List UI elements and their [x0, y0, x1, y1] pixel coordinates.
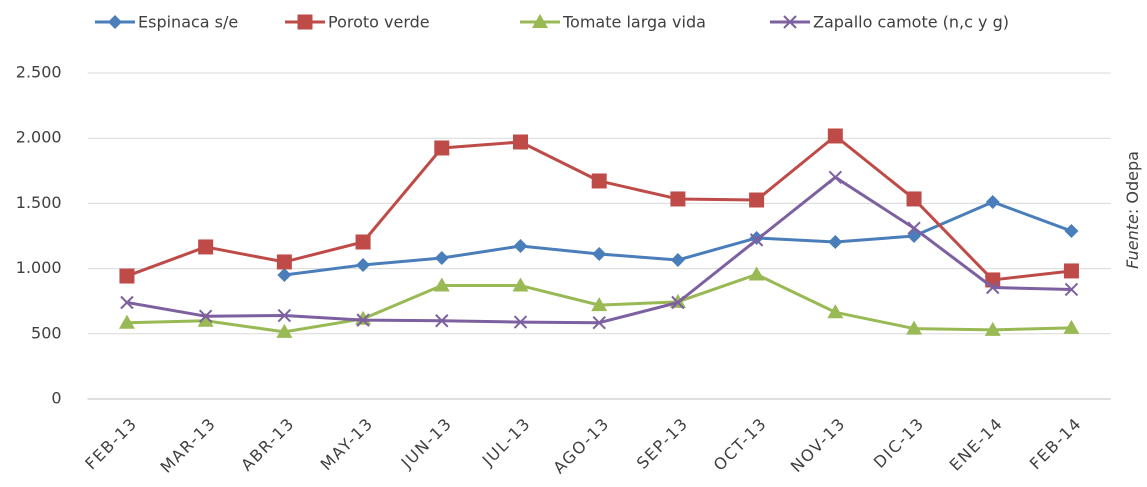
marker: [986, 280, 1000, 295]
marker: [670, 191, 686, 207]
marker: [1064, 282, 1079, 297]
x-tick-label: FEB-13: [81, 414, 141, 474]
y-tick-label: 500: [31, 323, 62, 342]
x-tick-label: FEB-14: [1026, 414, 1086, 474]
source-note: Fuente: Odepa: [1123, 151, 1142, 269]
marker: [277, 267, 292, 282]
marker: [532, 14, 548, 28]
marker: [198, 239, 214, 255]
x-tick-label: MAR-13: [156, 414, 219, 477]
marker: [513, 239, 528, 254]
marker: [984, 321, 1001, 336]
marker: [1063, 319, 1080, 334]
marker: [356, 313, 370, 327]
x-tick-label: JUL-13: [478, 414, 535, 471]
legend-label: Espinaca s/e: [138, 13, 238, 32]
marker: [356, 257, 371, 272]
marker: [906, 191, 922, 207]
marker: [748, 266, 765, 281]
marker: [592, 316, 606, 330]
marker: [985, 194, 1000, 209]
marker: [513, 315, 528, 329]
marker: [591, 173, 607, 189]
marker: [907, 221, 921, 235]
marker: [108, 15, 122, 29]
x-tick-label: MAY-13: [317, 414, 377, 474]
marker: [827, 304, 844, 319]
marker: [749, 233, 764, 247]
x-tick-label: OCT-13: [710, 414, 771, 475]
marker: [512, 134, 528, 150]
marker: [906, 320, 923, 335]
marker: [435, 314, 449, 328]
marker: [355, 234, 371, 250]
marker: [433, 277, 450, 292]
x-tick-label: JUN-13: [397, 414, 456, 473]
y-tick-label: 2.500: [16, 63, 62, 82]
marker: [276, 254, 292, 270]
marker: [276, 323, 293, 338]
marker: [828, 234, 843, 249]
marker: [119, 268, 135, 284]
marker: [827, 128, 843, 144]
marker: [591, 297, 608, 312]
x-tick-label: DIC-13: [870, 414, 928, 472]
marker: [828, 170, 843, 185]
marker: [434, 140, 450, 156]
marker: [197, 312, 214, 327]
legend-label: Poroto verde: [328, 13, 430, 32]
marker: [592, 246, 607, 261]
source-label: Fuente: [1123, 214, 1142, 269]
marker: [783, 15, 797, 29]
marker: [1064, 224, 1079, 239]
x-tick-label: AGO-13: [549, 414, 613, 478]
marker: [671, 295, 685, 310]
marker: [120, 295, 134, 310]
marker: [749, 192, 765, 208]
x-tick-label: SEP-13: [633, 414, 692, 473]
marker: [277, 308, 292, 323]
y-tick-label: 1.000: [16, 258, 62, 277]
x-tick-label: ENE-14: [946, 414, 1007, 475]
marker: [198, 309, 213, 323]
marker: [434, 251, 449, 266]
legend-label: Tomate larga vida: [562, 13, 706, 32]
x-tick-label: NOV-13: [787, 414, 850, 477]
legend-label: Zapallo camote (n,c y g): [813, 13, 1009, 32]
x-tick-label: ABR-13: [237, 414, 298, 475]
y-tick-label: 1.500: [16, 193, 62, 212]
marker: [118, 314, 135, 329]
marker: [670, 252, 685, 267]
y-tick-label: 0: [51, 389, 61, 408]
marker: [1063, 263, 1079, 279]
marker: [512, 277, 529, 292]
source-text: : Odepa: [1123, 151, 1142, 214]
y-tick-label: 2.000: [16, 128, 62, 147]
marker: [297, 14, 313, 30]
